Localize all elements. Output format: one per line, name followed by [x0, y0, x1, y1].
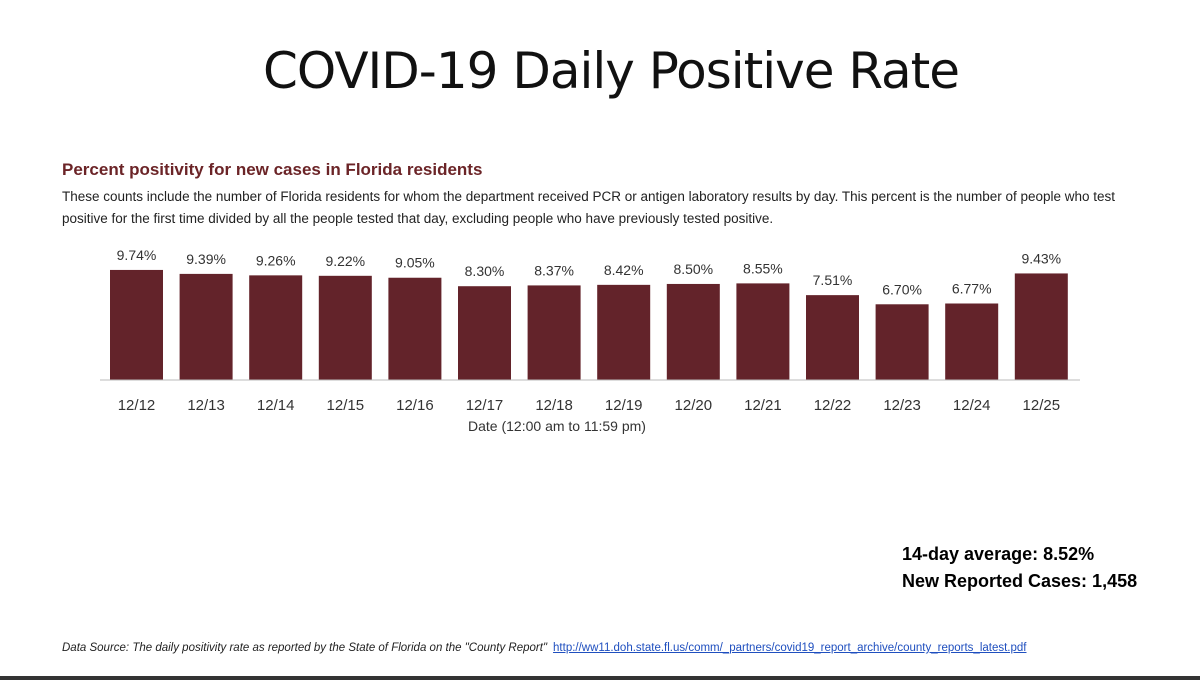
bar-12-13 — [179, 273, 233, 380]
x-tick-label: 12/22 — [814, 397, 852, 414]
bar-12-15 — [318, 275, 372, 380]
x-tick-label: 12/15 — [327, 397, 365, 414]
x-tick-label: 12/21 — [744, 397, 782, 414]
bottom-rule — [0, 676, 1200, 680]
bar-12-21 — [736, 283, 790, 380]
bar-12-18 — [527, 285, 581, 380]
x-tick-label: 12/13 — [187, 397, 225, 414]
x-tick-label: 12/16 — [396, 397, 434, 414]
fourteen-day-average: 14-day average: 8.52% — [902, 544, 1095, 564]
new-reported-cases: New Reported Cases: 1,458 — [902, 571, 1138, 591]
bars-group: 9.74% 9.39% 9.26% 9.22% 9.05% 8.30% 8.37% 8.42%… — [110, 247, 1068, 380]
x-tick-label: 12/14 — [257, 397, 295, 414]
bar-12-12 — [110, 269, 163, 380]
bar-value-label: 9.26% — [256, 252, 296, 268]
bar-value-label: 9.05% — [395, 255, 435, 271]
x-ticks-group: 12/12 12/13 12/14 12/15 12/16 12/17 12/18 12/19… — [118, 397, 1060, 414]
bar-12-20 — [666, 283, 720, 380]
x-tick-label: 12/24 — [953, 397, 991, 414]
bar-value-label: 6.70% — [882, 281, 922, 297]
bar-12-23 — [875, 304, 929, 380]
bar-value-label: 8.55% — [743, 260, 783, 276]
bar-12-25 — [1014, 273, 1068, 380]
bar-value-label: 8.37% — [534, 262, 574, 278]
bar-chart: 9.74% 9.39% 9.26% 9.22% 9.05% 8.30% 8.37% 8.42%… — [100, 247, 1080, 434]
stats-panel: 14-day average: 8.52% New Reported Cases… — [902, 541, 1137, 595]
bar-value-label: 9.39% — [186, 251, 226, 267]
bar-value-label: 9.43% — [1021, 250, 1061, 266]
data-source-link[interactable]: http://ww11.doh.state.fl.us/comm/_partne… — [553, 642, 1027, 654]
x-axis-label: Date (12:00 am to 11:59 pm) — [468, 418, 646, 434]
bar-12-17 — [458, 286, 511, 380]
bar-value-label: 6.77% — [952, 280, 992, 296]
x-tick-label: 12/17 — [466, 397, 504, 414]
data-source-text: Data Source: The daily positivity rate a… — [62, 642, 548, 654]
data-source-footer: Data Source: The daily positivity rate a… — [62, 642, 1027, 654]
x-tick-label: 12/23 — [883, 397, 921, 414]
bar-12-16 — [388, 277, 442, 380]
bar-value-label: 7.51% — [813, 272, 853, 288]
chart-title: Percent positivity for new cases in Flor… — [62, 160, 483, 179]
x-tick-label: 12/25 — [1023, 397, 1061, 414]
bar-value-label: 8.50% — [673, 261, 713, 277]
bar-12-19 — [597, 284, 651, 380]
slide-title: COVID-19 Daily Positive Rate — [262, 42, 960, 100]
x-tick-label: 12/18 — [535, 397, 573, 414]
bar-value-label: 9.74% — [117, 247, 157, 263]
bar-12-24 — [945, 303, 999, 380]
chart-subtitle: These counts include the number of Flori… — [62, 189, 1116, 226]
bar-12-14 — [249, 275, 303, 380]
bar-value-label: 8.30% — [465, 263, 505, 279]
bar-value-label: 9.22% — [325, 253, 365, 269]
x-tick-label: 12/19 — [605, 397, 643, 414]
x-tick-label: 12/20 — [675, 397, 713, 414]
bar-value-label: 8.42% — [604, 262, 644, 278]
x-tick-label: 12/12 — [118, 397, 156, 414]
bar-12-22 — [806, 295, 859, 380]
